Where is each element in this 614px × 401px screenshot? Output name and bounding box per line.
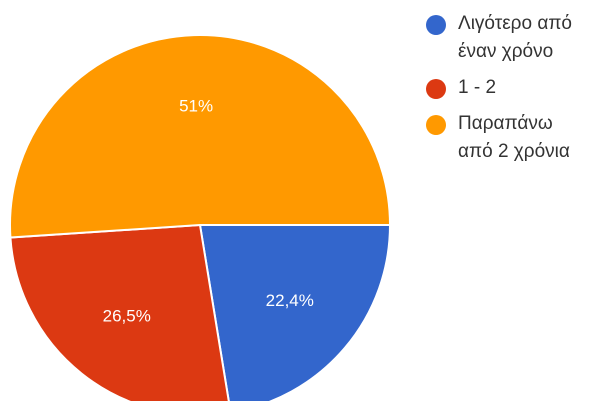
legend-item-more-than-two-years: Παραπάνω από 2 χρόνια (426, 110, 614, 166)
legend-label: 1 - 2 (458, 77, 497, 98)
legend-swatch (426, 79, 446, 99)
pie-chart: 22,4% 26,5% 51% (9, 34, 392, 401)
legend-label: Λιγότερο από έναν χρόνο (458, 13, 572, 62)
slice-value-label: 51% (179, 97, 213, 116)
legend-label: Παραπάνω από 2 χρόνια (458, 113, 570, 162)
legend-item-less-than-one-year: Λιγότερο από έναν χρόνο (426, 10, 614, 66)
slice-value-label: 26,5% (103, 307, 151, 326)
slice-value-label: 22,4% (266, 291, 314, 310)
slice-more-than-two-years (9, 34, 392, 239)
legend-swatch (426, 15, 446, 35)
legend: Λιγότερο από έναν χρόνο 1 - 2 Παραπάνω α… (426, 10, 614, 174)
legend-item-one-to-two: 1 - 2 (426, 74, 614, 102)
slice-one-to-two (9, 223, 230, 401)
legend-swatch (426, 115, 446, 135)
slice-less-than-one-year (198, 224, 392, 401)
